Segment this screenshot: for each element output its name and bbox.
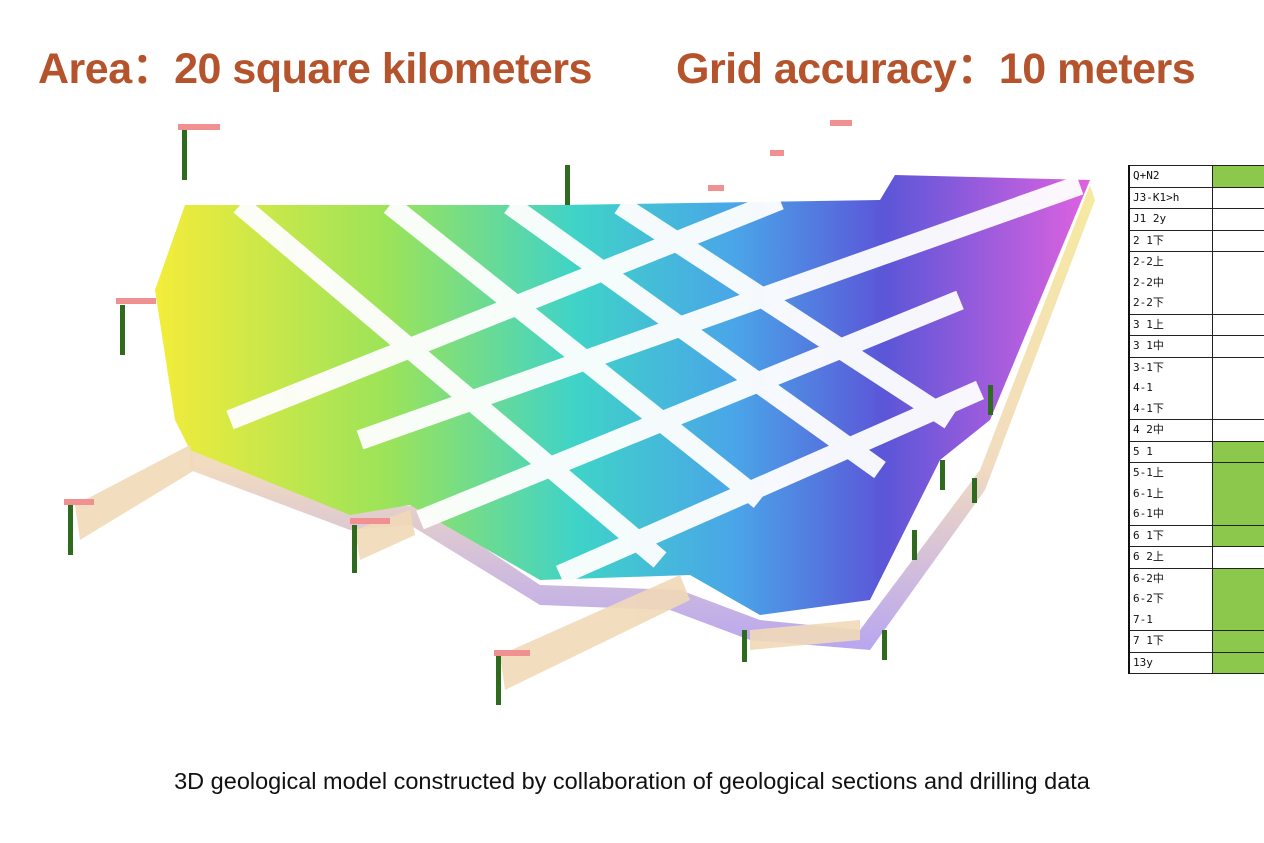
legend-label: 6 1下: [1133, 528, 1164, 542]
legend-group: 7 1下: [1130, 631, 1264, 653]
legend-swatch: [1213, 166, 1264, 187]
section-grid: [226, 175, 1084, 585]
legend-group: J1 2y: [1130, 209, 1264, 231]
legend-label: 13y: [1133, 655, 1153, 669]
legend-swatch: [1213, 568, 1264, 630]
legend-label: Q+N2: [1133, 169, 1160, 182]
legend-label: 6-2下: [1133, 592, 1164, 605]
legend-label: 7 1下: [1133, 634, 1164, 647]
legend-group: 13y: [1130, 652, 1264, 674]
legend-swatch: [1213, 547, 1264, 568]
legend-label: 3 1上: [1133, 317, 1164, 331]
legend-group: 5 1: [1130, 441, 1264, 463]
legend-label: 7-1: [1133, 612, 1153, 626]
legend-group: 3 1中: [1130, 336, 1264, 358]
grid-accuracy-title: Grid accuracy：10 meters: [676, 45, 1196, 93]
legend-label: 5 1: [1133, 444, 1153, 458]
area-title: Area：20 square kilometers: [38, 45, 592, 93]
legend-label: J3-K1>h: [1133, 190, 1180, 204]
legend-swatch: [1213, 336, 1264, 357]
legend-label: 3 1中: [1133, 339, 1164, 352]
legend-label: 5-1上: [1133, 466, 1164, 479]
legend-label: 6 2上: [1133, 550, 1164, 563]
drill-hole: [565, 165, 570, 205]
legend-swatch: [1213, 187, 1264, 208]
drill-hole: [182, 130, 187, 180]
drill-hole: [68, 505, 73, 555]
figure-caption: 3D geological model constructed by colla…: [174, 768, 1090, 794]
legend-group: J3-K1>h: [1130, 187, 1264, 209]
legend-swatch: [1213, 230, 1264, 251]
legend-group: 2-2上 2-2中 2-2下: [1130, 252, 1264, 315]
legend-swatch: [1213, 314, 1264, 335]
legend-label: 2 1下: [1133, 233, 1164, 247]
legend-label: 2-2中: [1133, 275, 1164, 289]
legend-label: 4-1下: [1133, 401, 1164, 415]
drill-hole: [972, 478, 977, 503]
legend-label: 6-1上: [1133, 486, 1164, 500]
geological-model-3d: [64, 120, 1095, 705]
section-fences: [75, 445, 860, 690]
legend-label: 4-1: [1133, 381, 1153, 394]
legend-swatch: [1213, 441, 1264, 462]
legend-swatch: [1213, 525, 1264, 546]
legend-swatch: [1213, 463, 1264, 525]
legend-group: 2 1下: [1130, 230, 1264, 252]
legend-swatch: [1213, 357, 1264, 419]
drill-hole: [496, 655, 501, 705]
legend-label: 6-1中: [1133, 507, 1164, 520]
stratigraphic-legend: Q+N2 J3-K1>h J1 2y 2 1下 2-2上 2-2中 2-2下 3 1上 3 1中…: [1128, 165, 1264, 674]
drill-hole: [882, 630, 887, 660]
legend-group: 6 2上: [1130, 547, 1264, 569]
legend-swatch: [1213, 209, 1264, 230]
legend-swatch: [1213, 652, 1264, 673]
legend-label: 2-2上: [1133, 255, 1164, 268]
legend-group: 5-1上 6-1上 6-1中: [1130, 463, 1264, 526]
drill-hole: [940, 460, 945, 490]
legend-group: 6 1下: [1130, 525, 1264, 547]
drill-hole: [988, 385, 993, 415]
drill-hole: [742, 630, 747, 662]
drill-hole-flags: [64, 120, 852, 656]
drill-hole: [912, 530, 917, 560]
legend-label: 2-2下: [1133, 296, 1164, 309]
legend-group: Q+N2: [1130, 165, 1264, 188]
drill-holes: [68, 130, 993, 705]
legend-group: 3 1上: [1130, 314, 1264, 336]
legend-swatch: [1213, 252, 1264, 314]
drill-hole: [120, 305, 125, 355]
legend-swatch: [1213, 420, 1264, 441]
legend-label: 6-2中: [1133, 571, 1164, 585]
legend-label: J1 2y: [1133, 212, 1167, 225]
drill-hole: [352, 525, 357, 573]
legend-group: 4 2中: [1130, 420, 1264, 442]
legend-label: 3-1下: [1133, 360, 1164, 374]
legend-label: 4 2中: [1133, 423, 1164, 436]
legend-group: 3-1下 4-1 4-1下: [1130, 357, 1264, 420]
legend-swatch: [1213, 631, 1264, 652]
legend-group: 6-2中 6-2下 7-1: [1130, 568, 1264, 631]
